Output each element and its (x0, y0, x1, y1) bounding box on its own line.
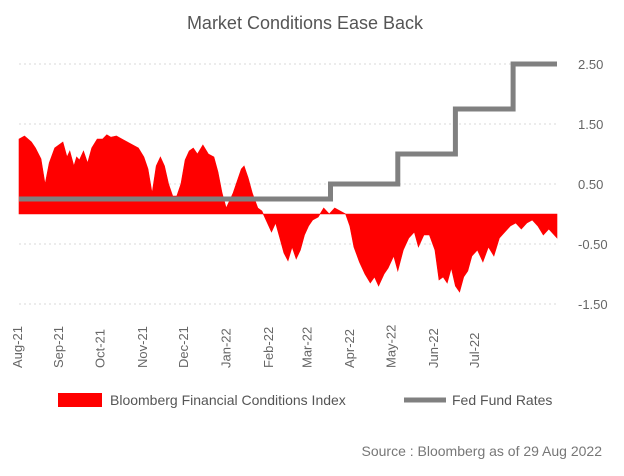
fed-fund-rate-line (19, 61, 557, 202)
x-tick-label: Dec-21 (176, 326, 191, 368)
y-tick-label: 1.50 (578, 117, 603, 132)
x-tick-label: Sep-21 (51, 326, 66, 368)
legend-label-bfci: Bloomberg Financial Conditions Index (110, 392, 346, 408)
x-tick-label: Apr-22 (342, 329, 357, 368)
legend-swatch-bfci (58, 393, 102, 407)
legend: Bloomberg Financial Conditions Index Fed… (58, 392, 552, 408)
x-tick-label: Jun-22 (426, 328, 441, 368)
bfci-area-layer (18, 134, 558, 293)
x-tick-label: Nov-21 (135, 326, 150, 368)
y-tick-label: 2.50 (578, 57, 603, 72)
x-tick-label: Jan-22 (219, 328, 234, 368)
chart-title: Market Conditions Ease Back (187, 13, 424, 33)
x-tick-label: Mar-22 (300, 327, 315, 368)
legend-label-fed: Fed Fund Rates (452, 392, 552, 408)
x-tick-label: May-22 (383, 325, 398, 368)
y-tick-label: -1.50 (578, 297, 608, 312)
source-note: Source : Bloomberg as of 29 Aug 2022 (362, 443, 603, 459)
x-tick-label: Jul-22 (467, 333, 482, 368)
x-axis-labels: Aug-21 Sep-21 Oct-21 Nov-21 Dec-21 Jan-22 Feb-… (10, 325, 482, 368)
bfci-area (18, 134, 558, 293)
x-tick-label: Aug-21 (10, 326, 25, 368)
fed-step-layer (19, 61, 557, 202)
x-tick-label: Oct-21 (92, 329, 107, 368)
y-tick-label: -0.50 (578, 237, 608, 252)
y-axis-labels: 2.50 1.50 0.50 -0.50 -1.50 (578, 57, 608, 312)
y-tick-label: 0.50 (578, 177, 603, 192)
x-tick-label: Feb-22 (261, 327, 276, 368)
